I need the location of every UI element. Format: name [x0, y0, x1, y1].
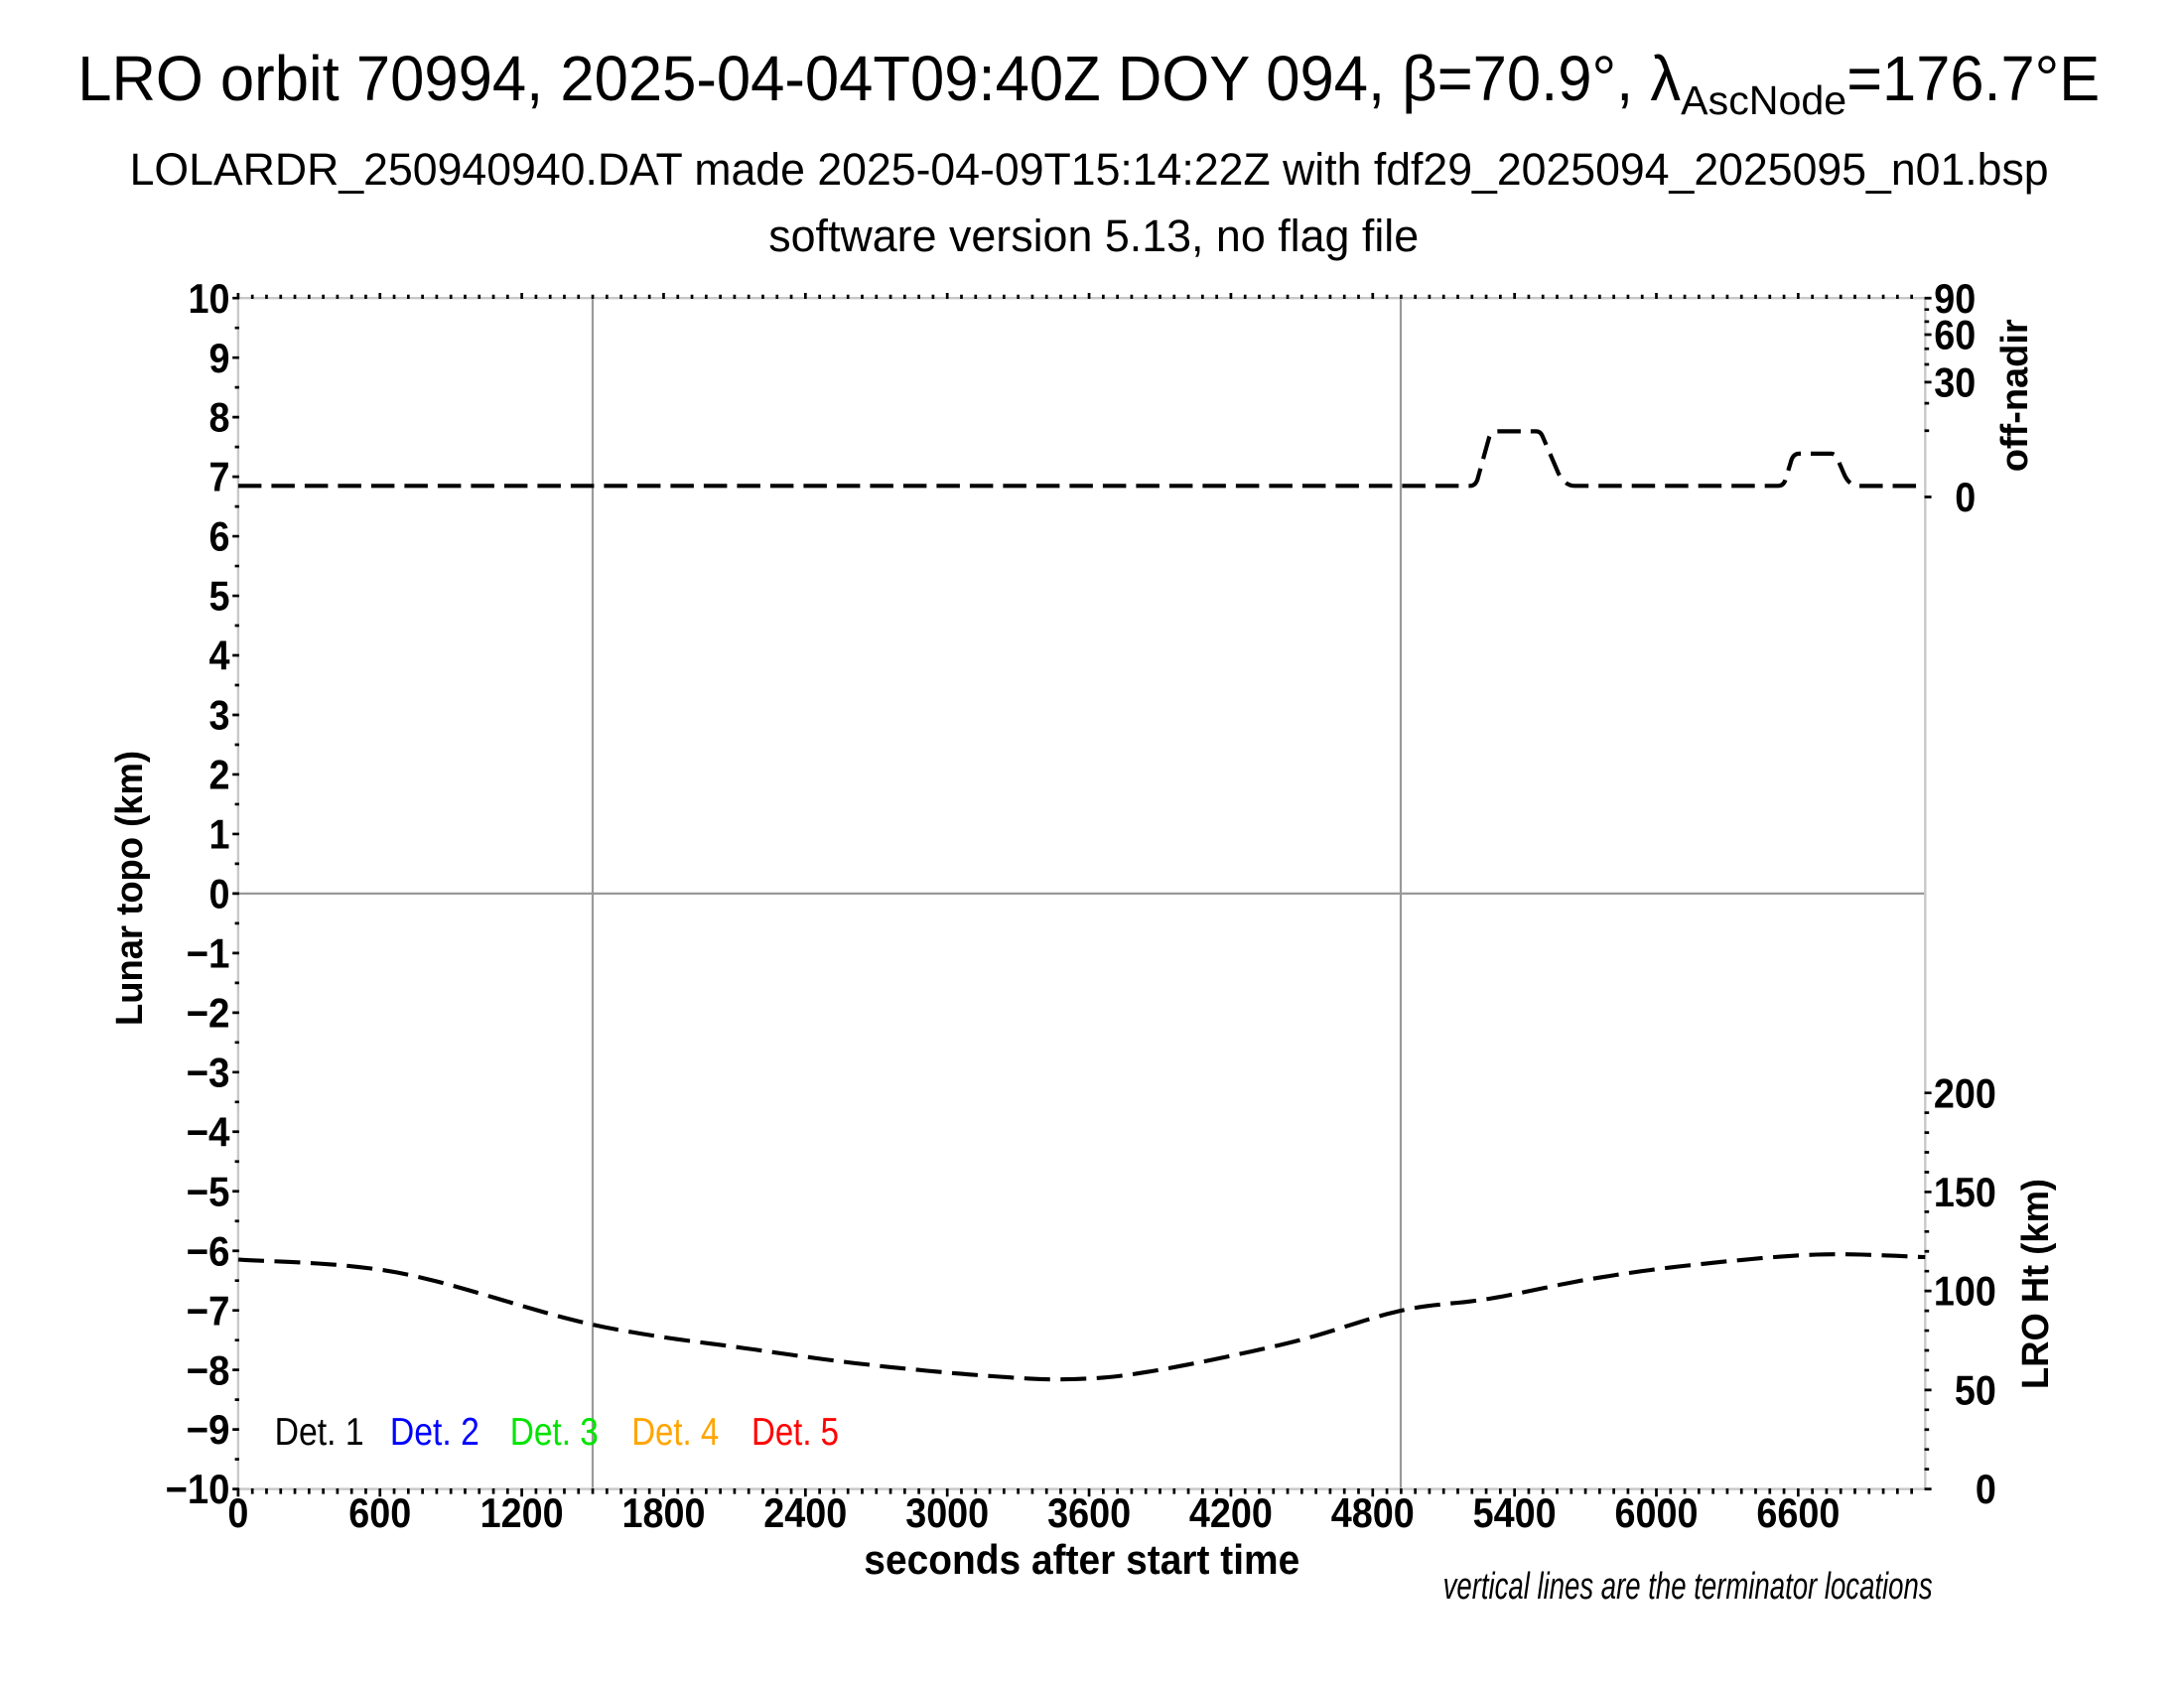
- svg-text:0: 0: [1976, 1466, 1996, 1512]
- svg-text:−3: −3: [187, 1049, 230, 1095]
- svg-text:50: 50: [1955, 1367, 1996, 1414]
- svg-text:−8: −8: [187, 1346, 230, 1393]
- svg-text:seconds after start time: seconds after start time: [864, 1536, 1299, 1583]
- svg-text:150: 150: [1934, 1169, 1996, 1215]
- svg-text:200: 200: [1934, 1069, 1996, 1116]
- svg-text:−9: −9: [187, 1406, 230, 1453]
- svg-text:−10: −10: [166, 1466, 230, 1512]
- svg-text:Det. 3: Det. 3: [510, 1411, 599, 1454]
- svg-text:−7: −7: [187, 1287, 230, 1334]
- svg-text:3000: 3000: [905, 1489, 989, 1536]
- svg-text:0: 0: [1955, 474, 1976, 520]
- svg-text:1800: 1800: [622, 1489, 706, 1536]
- svg-text:vertical lines are the termina: vertical lines are the terminator locati…: [1443, 1566, 1933, 1608]
- svg-text:1200: 1200: [480, 1489, 564, 1536]
- svg-text:5: 5: [209, 573, 230, 620]
- svg-text:4800: 4800: [1331, 1489, 1415, 1536]
- svg-text:7: 7: [209, 454, 230, 500]
- svg-text:−4: −4: [187, 1108, 231, 1155]
- svg-text:6000: 6000: [1615, 1489, 1699, 1536]
- svg-text:−6: −6: [187, 1227, 230, 1274]
- svg-text:3: 3: [209, 692, 230, 739]
- svg-text:off-nadir: off-nadir: [1994, 319, 2036, 472]
- svg-text:100: 100: [1934, 1268, 1996, 1315]
- svg-text:Det. 4: Det. 4: [631, 1411, 719, 1454]
- svg-text:6: 6: [209, 513, 230, 560]
- svg-text:1: 1: [209, 811, 230, 858]
- svg-text:−1: −1: [187, 930, 230, 977]
- svg-text:600: 600: [348, 1489, 411, 1536]
- svg-text:Lunar topo (km): Lunar topo (km): [109, 751, 151, 1026]
- svg-text:−5: −5: [187, 1168, 230, 1214]
- svg-text:2400: 2400: [763, 1489, 847, 1536]
- svg-text:5400: 5400: [1473, 1489, 1557, 1536]
- svg-text:0: 0: [227, 1489, 248, 1536]
- svg-text:Det. 1: Det. 1: [275, 1411, 364, 1454]
- svg-text:Det. 5: Det. 5: [751, 1411, 839, 1454]
- svg-text:4: 4: [209, 633, 231, 679]
- svg-text:10: 10: [189, 275, 230, 322]
- svg-text:3600: 3600: [1047, 1489, 1131, 1536]
- svg-text:Det. 2: Det. 2: [390, 1411, 479, 1454]
- svg-text:−2: −2: [187, 989, 230, 1036]
- svg-text:8: 8: [209, 394, 230, 441]
- svg-text:90: 90: [1934, 275, 1976, 322]
- svg-text:60: 60: [1934, 312, 1976, 358]
- svg-text:30: 30: [1934, 359, 1976, 406]
- svg-text:2: 2: [209, 752, 230, 798]
- svg-text:6600: 6600: [1756, 1489, 1840, 1536]
- svg-text:4200: 4200: [1189, 1489, 1273, 1536]
- svg-text:0: 0: [209, 871, 230, 917]
- svg-text:9: 9: [209, 335, 230, 381]
- svg-text:LRO Ht (km): LRO Ht (km): [2015, 1179, 2057, 1389]
- svg-text:software version 5.13, no flag: software version 5.13, no flag file: [768, 211, 1419, 261]
- svg-text:LOLARDR_250940940.DAT made 202: LOLARDR_250940940.DAT made 2025-04-09T15…: [130, 144, 2049, 195]
- svg-text:LRO orbit 70994, 2025-04-04T09: LRO orbit 70994, 2025-04-04T09:40Z DOY 0…: [77, 43, 2100, 123]
